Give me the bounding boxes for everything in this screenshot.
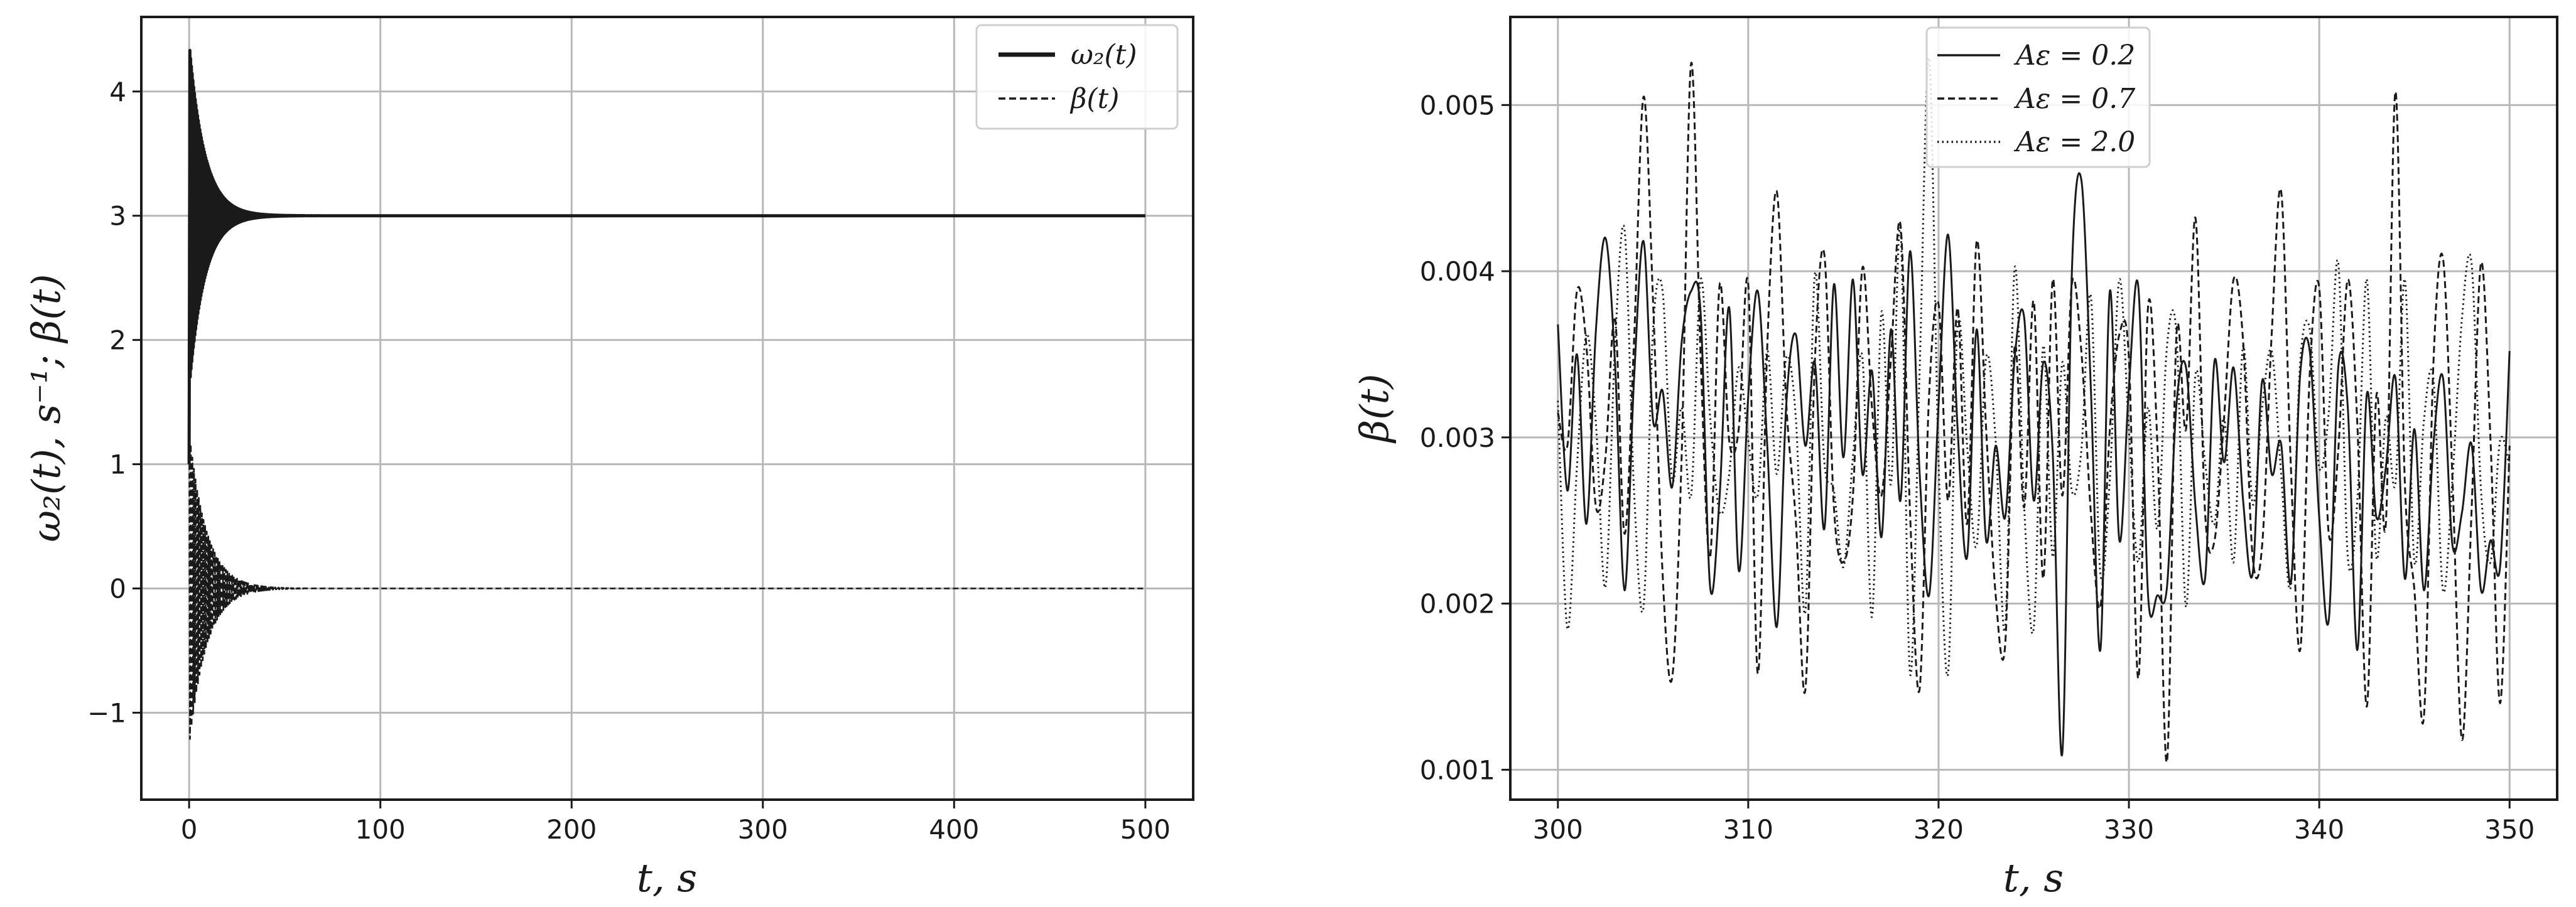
y-tick-label: 0 (109, 574, 126, 604)
x-tick-label: 300 (738, 814, 788, 845)
y-tick-label: −1 (87, 697, 126, 728)
series-line-a0-2 (1557, 172, 2511, 756)
left-y-ticks: −1 0 1 2 3 4 (87, 77, 141, 728)
y-tick-label: 0.005 (1420, 90, 1495, 121)
x-tick-label: 310 (1723, 814, 1773, 845)
right-legend: Aε = 0.2 Aε = 0.7 Aε = 2.0 (1925, 26, 2151, 168)
y-tick-label: 0.004 (1420, 256, 1495, 287)
x-tick-label: 500 (1120, 814, 1171, 845)
right-x-ticks: 300 310 320 330 340 350 (1533, 800, 2535, 845)
y-tick-label: 1 (109, 449, 126, 480)
series-line-omega2 (187, 48, 1145, 464)
left-plot-background (141, 17, 1193, 800)
right-legend-box (1925, 26, 2151, 168)
right-y-ticks: 0.001 0.002 0.003 0.004 0.005 (1420, 90, 1510, 785)
y-tick-label: 0.003 (1420, 422, 1495, 453)
right-x-axis-label: t, s (2003, 855, 2064, 901)
y-tick-label: 0.001 (1420, 754, 1495, 785)
right-plot-frame (1509, 16, 2558, 801)
left-chart-panel: 0 100 200 300 400 500 −1 0 1 2 3 4 t, s ω₂(t), s⁻¹… (23, 16, 1194, 901)
left-legend-box (975, 24, 1179, 130)
series-line-a2-0 (1557, 56, 2511, 677)
y-tick-label: 4 (109, 77, 126, 107)
left-plot-frame (140, 16, 1194, 801)
left-legend-label-beta: β(t) (1069, 83, 1119, 115)
x-tick-label: 100 (355, 814, 406, 845)
right-series-group (1557, 56, 2511, 764)
right-chart-panel: 300 310 320 330 340 350 0.0010.0020.0030.0040… (1351, 16, 2558, 901)
y-tick-label: 2 (109, 325, 126, 356)
left-y-axis-label: ω₂(t), s⁻¹; β(t) (23, 274, 69, 542)
series-line-a0-7 (1557, 62, 2511, 764)
left-legend: ω₂(t) β(t) (975, 24, 1179, 130)
left-legend-label-omega: ω₂(t) (1071, 39, 1137, 71)
x-tick-label: 0 (181, 814, 198, 845)
x-tick-label: 200 (546, 814, 597, 845)
y-tick-label: 0.002 (1420, 589, 1495, 620)
x-tick-label: 340 (2294, 814, 2344, 845)
x-tick-label: 330 (2104, 814, 2154, 845)
right-y-axis-label: β(t) (1351, 373, 1397, 443)
x-tick-label: 400 (929, 814, 979, 845)
right-legend-label-0: Aε = 0.2 (2013, 40, 2135, 72)
x-tick-label: 300 (1533, 814, 1583, 845)
left-series-group (187, 48, 1145, 740)
right-legend-label-2: Aε = 2.0 (2013, 126, 2135, 158)
left-x-ticks: 0 100 200 300 400 500 (181, 800, 1171, 845)
x-tick-label: 320 (1913, 814, 1964, 845)
y-tick-label: 3 (109, 201, 126, 232)
left-x-axis-label: t, s (637, 855, 697, 901)
series-line-beta (188, 429, 1145, 740)
right-legend-label-1: Aε = 0.7 (2013, 83, 2135, 115)
x-tick-label: 350 (2484, 814, 2535, 845)
